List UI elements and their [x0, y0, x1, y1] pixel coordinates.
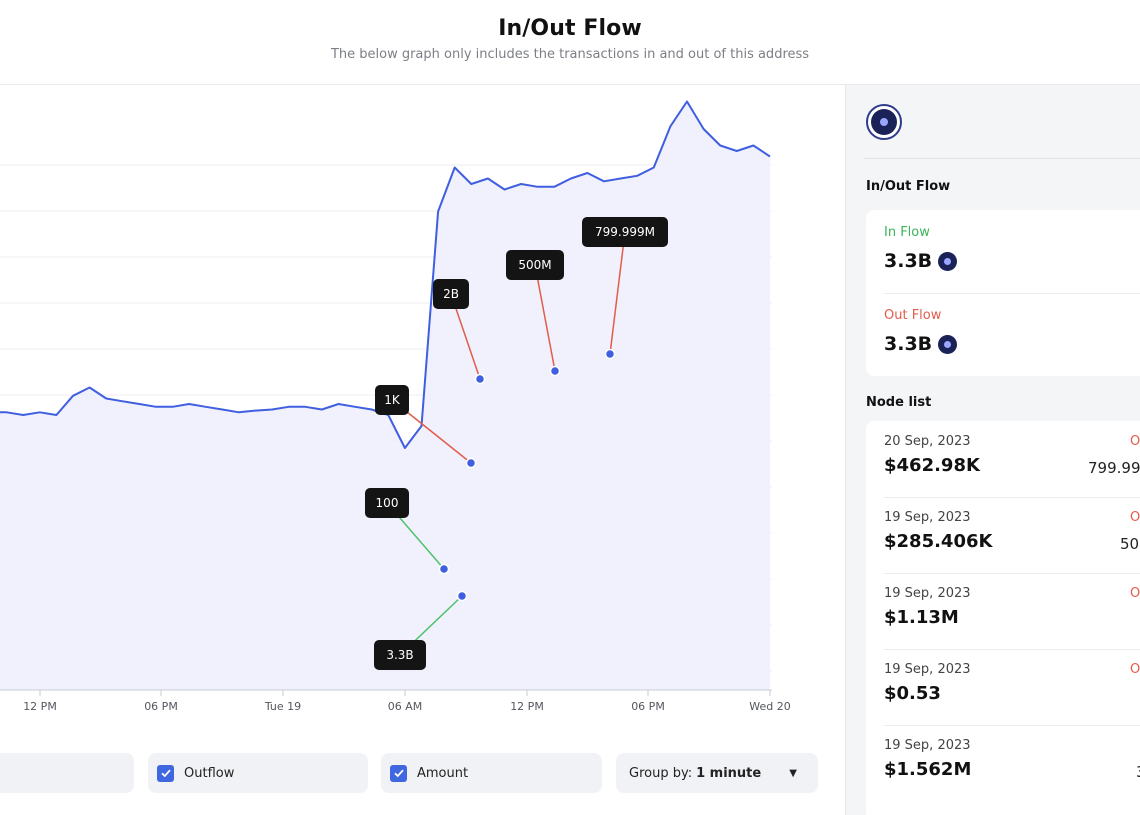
- group-by-value: 1 minute: [696, 765, 762, 781]
- annotation-label-box: [374, 640, 426, 670]
- node-side-label: O: [1130, 434, 1140, 449]
- in-flow-label: In Flow: [884, 225, 930, 240]
- x-tick-label: 12 PM: [510, 700, 544, 713]
- amount-checkbox[interactable]: [390, 764, 407, 782]
- in-flow-value: 3.3B: [884, 250, 933, 272]
- list-item[interactable]: 19 Sep, 2023 $0.53 O: [866, 649, 1140, 725]
- node-list-title: Node list: [866, 395, 932, 410]
- series-area: [0, 101, 770, 690]
- node-date: 19 Sep, 2023: [884, 510, 971, 525]
- out-flow-value-row: 3.3B: [884, 333, 958, 355]
- annotation-label: 1K: [384, 393, 401, 407]
- node-side-label: O: [1130, 662, 1140, 677]
- node-list: 20 Sep, 2023 $462.98K O 799.99 19 Sep, 2…: [866, 421, 1140, 815]
- page-header: In/Out Flow The below graph only include…: [0, 0, 1140, 85]
- list-item[interactable]: 19 Sep, 2023 $285.406K O 50: [866, 497, 1140, 573]
- chart-panel: 12 PM 06 PM Tue 19 06 AM 12 PM 06 PM Wed 20 100…: [0, 85, 845, 815]
- annotation-label-box: [506, 250, 564, 280]
- node-side-label: O: [1130, 586, 1140, 601]
- list-item[interactable]: 20 Sep, 2023 $462.98K O 799.99: [866, 421, 1140, 497]
- x-tick-label: 06 AM: [388, 700, 423, 713]
- x-tick-label: 06 PM: [144, 700, 178, 713]
- node-date: 19 Sep, 2023: [884, 662, 971, 677]
- out-flow-label: Out Flow: [884, 308, 942, 323]
- annotation-label-box: [433, 279, 469, 309]
- token-icon: [866, 104, 902, 140]
- row-divider: [884, 649, 1140, 650]
- node-side-label: O: [1130, 510, 1140, 525]
- x-tick-label: Wed 20: [749, 700, 790, 713]
- annotation-connector: [609, 231, 626, 355]
- x-tick-label: 12 PM: [23, 700, 57, 713]
- group-by-select[interactable]: Group by: 1 minute ▼: [616, 753, 818, 793]
- annotation-label: 500M: [518, 258, 551, 272]
- node-amount: $1.13M: [884, 607, 959, 628]
- annotation-label: 100: [376, 496, 399, 510]
- node-date: 20 Sep, 2023: [884, 434, 971, 449]
- data-point: [465, 457, 477, 469]
- row-divider: [884, 573, 1140, 574]
- card-divider: [884, 293, 1140, 294]
- x-tick-label: Tue 19: [264, 700, 301, 713]
- data-point: [456, 590, 468, 602]
- check-icon: [393, 769, 404, 778]
- data-point: [549, 365, 561, 377]
- node-amount: $0.53: [884, 683, 941, 704]
- row-divider: [884, 725, 1140, 726]
- data-point: [474, 373, 486, 385]
- outflow-toggle[interactable]: Outflow: [148, 753, 368, 793]
- node-date: 19 Sep, 2023: [884, 738, 971, 753]
- check-icon: [160, 769, 171, 778]
- flow-section-title: In/Out Flow: [866, 179, 951, 194]
- row-divider: [884, 497, 1140, 498]
- list-item[interactable]: 19 Sep, 2023 $1.13M O: [866, 573, 1140, 649]
- sidebar-divider: [864, 158, 1140, 159]
- node-side-value: 799.99: [1088, 459, 1140, 477]
- node-date: 19 Sep, 2023: [884, 586, 971, 601]
- in-flow-value-row: 3.3B: [884, 250, 958, 272]
- page-subtitle: The below graph only includes the transa…: [330, 47, 810, 62]
- page-title: In/Out Flow: [498, 16, 642, 41]
- annotation-label-box: [582, 217, 668, 247]
- group-by-label: Group by:: [629, 765, 693, 781]
- annotation-label: 3.3B: [386, 648, 413, 662]
- node-side-value: 50: [1120, 535, 1140, 553]
- amount-toggle[interactable]: Amount: [381, 753, 602, 793]
- node-amount: $462.98K: [884, 455, 980, 476]
- chevron-down-icon: ▼: [789, 767, 797, 779]
- annotation-label: 799.999M: [595, 225, 655, 239]
- amount-label: Amount: [417, 765, 469, 781]
- data-point: [438, 563, 450, 575]
- out-flow-value: 3.3B: [884, 333, 933, 355]
- node-amount: $285.406K: [884, 531, 993, 552]
- data-point: [604, 348, 616, 360]
- inflow-toggle[interactable]: [0, 753, 134, 793]
- list-item[interactable]: 19 Sep, 2023 $1.562M 3: [866, 725, 1140, 801]
- outflow-label: Outflow: [184, 765, 235, 781]
- sidebar: In/Out Flow In Flow 3.3B Out Flow 3.3B N…: [845, 85, 1140, 815]
- flow-chart: 12 PM 06 PM Tue 19 06 AM 12 PM 06 PM Wed 20 100…: [0, 100, 791, 713]
- node-side-value: 3: [1136, 763, 1140, 781]
- token-icon: [938, 251, 958, 271]
- annotation-label: 2B: [443, 287, 459, 301]
- annotation-label-box: [365, 488, 409, 518]
- x-tick-label: 06 PM: [631, 700, 665, 713]
- outflow-checkbox[interactable]: [157, 764, 174, 782]
- node-amount: $1.562M: [884, 759, 972, 780]
- flow-card: In Flow 3.3B Out Flow 3.3B: [866, 210, 1140, 376]
- annotation-connector: [534, 264, 556, 372]
- annotation-label-box: [375, 385, 409, 415]
- token-icon: [938, 334, 958, 354]
